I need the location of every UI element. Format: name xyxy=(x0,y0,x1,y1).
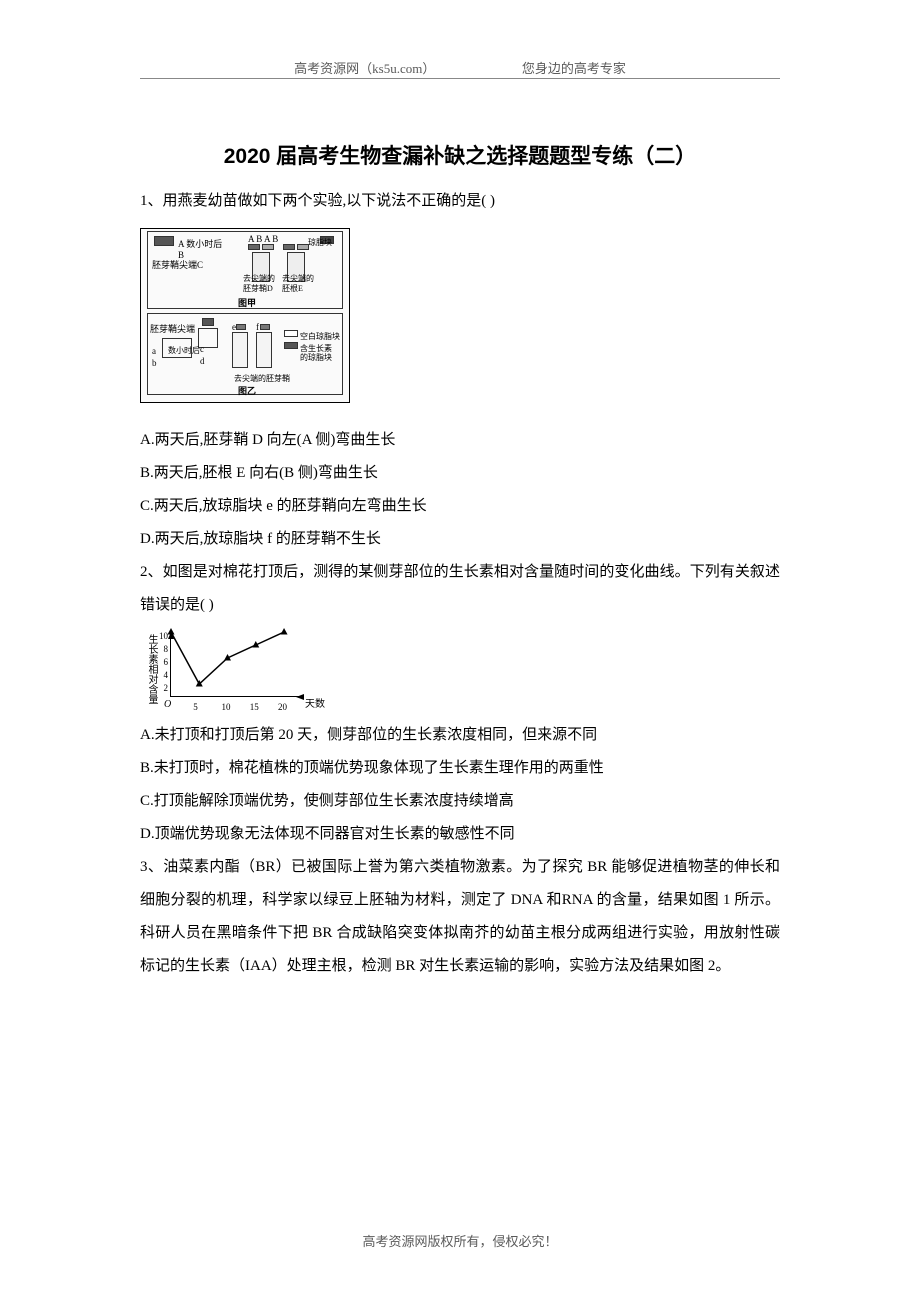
page-footer: 高考资源网版权所有，侵权必究！ xyxy=(0,1231,920,1250)
fig1-label-c: 胚芽鞘尖端C xyxy=(152,256,203,276)
fig1-label-bb: b xyxy=(152,354,157,374)
fig1-label-agar: 琼脂块 xyxy=(308,234,332,252)
header-right: 您身边的高考专家 xyxy=(522,61,626,76)
fig1-label-tip: 胚芽鞘尖端 xyxy=(150,320,195,340)
fig1-label-hours: 数小时后 xyxy=(168,342,200,360)
q1-optB: B.两天后,胚根 E 向右(B 侧)弯曲生长 xyxy=(140,457,780,490)
fig1-label-jia: 图甲 xyxy=(238,294,256,314)
fig1-label-e2: 胚根E xyxy=(282,280,303,298)
fig1-label-dd: d xyxy=(200,352,205,372)
q2-optB: B.未打顶时，棉花植株的顶端优势现象体现了生长素生理作用的两重性 xyxy=(140,752,780,785)
q1-stem: 1、用燕麦幼苗做如下两个实验,以下说法不正确的是( ) xyxy=(140,185,780,218)
q3-stem: 3、油菜素内酯（BR）已被国际上誉为第六类植物激素。为了探究 BR 能够促进植物… xyxy=(140,851,780,983)
q1-optD: D.两天后,放琼脂块 f 的胚芽鞘不生长 xyxy=(140,523,780,556)
header-left: 高考资源网（ks5u.com） xyxy=(294,61,435,76)
page-title: 2020 届高考生物查漏补缺之选择题题型专练（二） xyxy=(0,140,920,170)
q1-figure: A 数小时后 B A B A B 琼脂块 胚芽鞘尖端C 去尖端的 胚芽鞘D 去尖… xyxy=(140,228,350,403)
fig1-label-ab: A 数小时后 xyxy=(178,235,222,255)
header-divider xyxy=(140,78,780,79)
fig1-label-yi: 图乙 xyxy=(238,382,256,402)
q2-optC: C.打顶能解除顶端优势，使侧芽部位生长素浓度持续增高 xyxy=(140,785,780,818)
q2-xlabel: 天数 xyxy=(305,694,325,716)
main-content: 1、用燕麦幼苗做如下两个实验,以下说法不正确的是( ) A 数小时后 B A B… xyxy=(140,185,780,985)
q2-chart: 生长素相对含量 246810 5101520 O 天数 xyxy=(140,624,330,719)
page-header: 高考资源网（ks5u.com） 您身边的高考专家 xyxy=(0,58,920,77)
q2-optD: D.顶端优势现象无法体现不同器官对生长素的敏感性不同 xyxy=(140,818,780,851)
q2-stem: 2、如图是对棉花打顶后，测得的某侧芽部位的生长素相对含量随时间的变化曲线。下列有… xyxy=(140,556,780,622)
fig1-label-iaa2: 的琼脂块 xyxy=(300,349,332,367)
q1-optA: A.两天后,胚芽鞘 D 向左(A 侧)弯曲生长 xyxy=(140,424,780,457)
q2-optA: A.未打顶和打顶后第 20 天，侧芽部位的生长素浓度相同，但来源不同 xyxy=(140,719,780,752)
q1-optC: C.两天后,放琼脂块 e 的胚芽鞘向左弯曲生长 xyxy=(140,490,780,523)
